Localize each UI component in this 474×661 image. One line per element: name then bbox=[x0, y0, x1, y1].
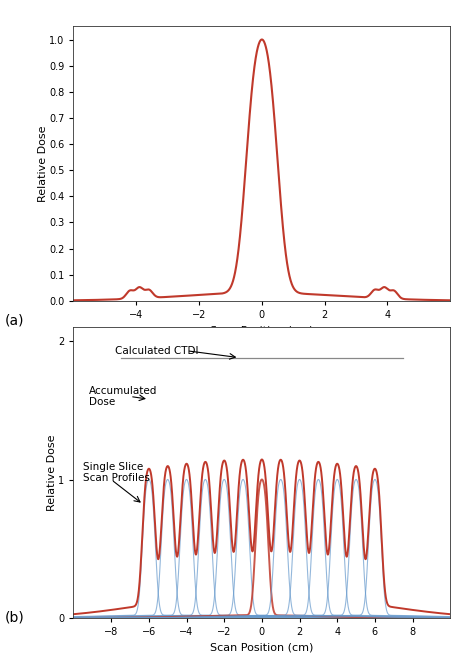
X-axis label: Scan Position (cm): Scan Position (cm) bbox=[210, 642, 314, 652]
Text: (a): (a) bbox=[5, 314, 24, 328]
Text: Calculated CTDI: Calculated CTDI bbox=[115, 346, 199, 356]
Text: (b): (b) bbox=[5, 611, 25, 625]
Text: Accumulated
Dose: Accumulated Dose bbox=[89, 385, 157, 407]
Y-axis label: Relative Dose: Relative Dose bbox=[37, 126, 48, 202]
Y-axis label: Relative Dose: Relative Dose bbox=[47, 434, 57, 511]
Text: Single Slice
Scan Profiles: Single Slice Scan Profiles bbox=[83, 462, 150, 483]
X-axis label: Scan Position (cm): Scan Position (cm) bbox=[210, 325, 314, 335]
